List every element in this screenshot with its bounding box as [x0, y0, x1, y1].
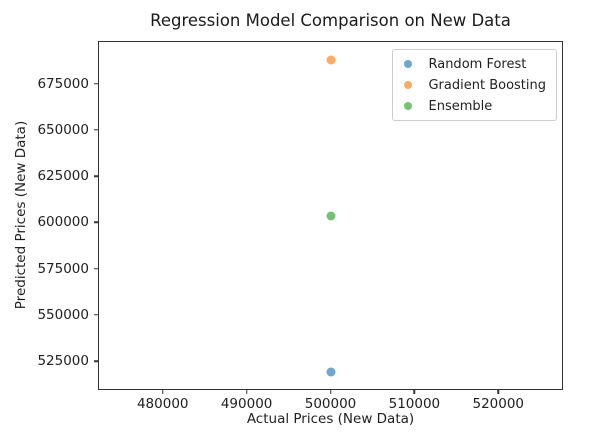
y-axis-label: Predicted Prices (New Data) — [13, 120, 29, 310]
x-axis-tick-label: 500000 — [304, 396, 357, 412]
x-axis-label: Actual Prices (New Data) — [246, 411, 415, 427]
y-axis-tick-label: 625000 — [37, 168, 89, 185]
legend-label: Random Forest — [428, 56, 527, 72]
legend-item-gradient-boosting: Gradient Boosting — [397, 75, 546, 95]
data-point-gradient-boosting — [326, 55, 335, 65]
y-axis-tick-label: 550000 — [37, 306, 89, 323]
data-point-ensemble — [326, 211, 335, 221]
chart-title: Regression Model Comparison on New Data — [150, 11, 511, 30]
y-axis-tick — [94, 314, 99, 316]
x-axis-tick — [161, 389, 164, 394]
legend-marker-gradient-boosting — [404, 81, 413, 89]
x-axis-tick-label: 490000 — [220, 396, 273, 412]
y-axis-tick-label: 525000 — [37, 353, 89, 370]
y-axis-tick-label: 575000 — [37, 260, 89, 277]
y-axis-tick — [94, 267, 99, 270]
y-axis-tick-label: 650000 — [37, 121, 89, 138]
x-axis-tick — [245, 389, 248, 394]
y-axis-tick — [94, 129, 99, 131]
legend-marker-random-forest — [404, 60, 413, 68]
y-axis-tick — [94, 175, 99, 177]
legend-label: Ensemble — [428, 98, 493, 114]
data-point-random-forest — [326, 367, 335, 377]
legend-item-ensemble: Ensemble — [397, 96, 546, 116]
legend: Random Forest Gradient Boosting Ensemble — [392, 49, 557, 121]
x-axis-tick-label: 480000 — [136, 396, 189, 412]
legend-label: Gradient Boosting — [428, 77, 546, 93]
x-axis-tick-label: 510000 — [388, 396, 441, 412]
x-axis-tick — [329, 389, 332, 394]
y-axis-tick-label: 600000 — [37, 214, 89, 231]
legend-marker-ensemble — [404, 102, 413, 110]
legend-item-random-forest: Random Forest — [397, 54, 546, 74]
y-axis-tick — [94, 221, 99, 224]
y-axis-tick-label: 675000 — [37, 75, 89, 92]
y-axis-tick — [94, 360, 99, 362]
x-axis-tick — [497, 389, 499, 394]
y-axis-tick — [94, 83, 99, 85]
plot-area: Random Forest Gradient Boosting Ensemble 4… — [37, 41, 563, 412]
x-axis-tick — [413, 389, 416, 394]
x-axis-tick-label: 520000 — [472, 396, 525, 412]
